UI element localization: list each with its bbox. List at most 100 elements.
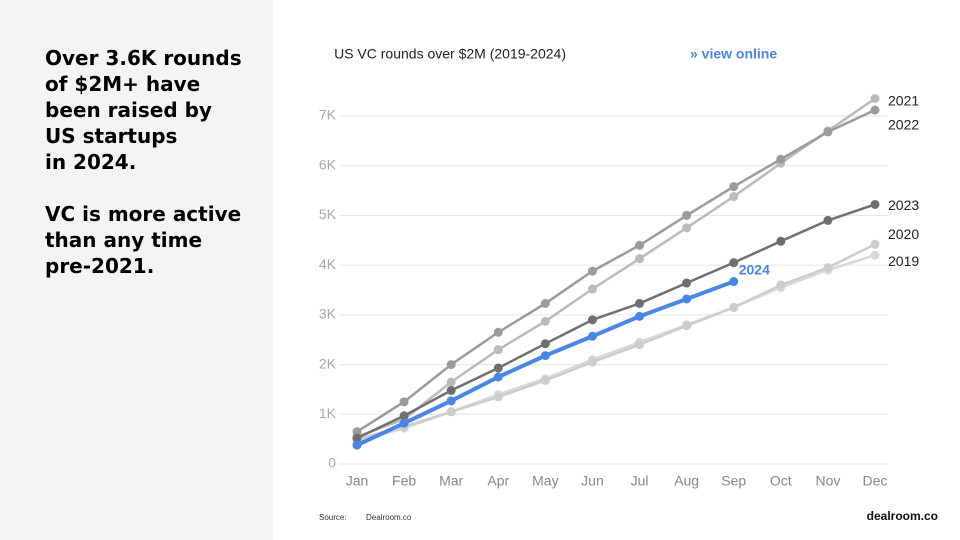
data-point	[870, 105, 880, 115]
y-tick-label: 6K	[319, 156, 337, 172]
data-point	[352, 440, 362, 450]
x-tick-label: Apr	[487, 473, 509, 489]
source-label: Source:	[319, 513, 347, 522]
data-point	[493, 345, 503, 355]
data-point	[587, 284, 597, 294]
data-point	[635, 311, 645, 321]
x-tick-label: Aug	[674, 473, 699, 489]
data-point	[446, 407, 456, 417]
data-point	[729, 182, 739, 192]
headline: Over 3.6K rounds of $2M+ have been raised …	[45, 45, 242, 175]
x-tick-label: Mar	[439, 473, 463, 489]
data-point	[493, 363, 503, 373]
series-label: 2022	[888, 117, 919, 133]
data-point	[823, 127, 833, 137]
series-label: 2019	[888, 253, 919, 269]
text-line: been raised by	[45, 98, 212, 122]
data-point	[823, 263, 833, 273]
data-point	[729, 258, 739, 268]
data-point	[870, 94, 880, 104]
data-point	[776, 154, 786, 164]
series-label: 2020	[888, 226, 919, 242]
x-tick-label: Jan	[346, 473, 369, 489]
data-point	[635, 240, 645, 250]
data-point	[352, 427, 362, 437]
text-line: pre-2021.	[45, 254, 155, 278]
y-tick-label: 3K	[319, 306, 337, 322]
data-point	[729, 302, 739, 312]
chart-title: US VC rounds over $2M (2019-2024)	[334, 46, 566, 62]
data-point	[682, 278, 692, 288]
x-tick-label: May	[532, 473, 558, 489]
x-tick-label: Sep	[721, 473, 746, 489]
series-line	[356, 108, 876, 433]
data-point	[540, 339, 550, 349]
data-point	[823, 215, 833, 225]
subline: VC is more active than any time pre-2021.	[45, 201, 241, 279]
data-point	[587, 331, 597, 341]
series-line	[356, 243, 876, 441]
data-point	[446, 396, 456, 406]
data-point	[776, 236, 786, 246]
text-line: of $2M+ have	[45, 72, 201, 96]
data-point	[635, 254, 645, 264]
y-tick-label: 0	[328, 455, 336, 471]
data-point	[776, 280, 786, 290]
y-tick-label: 1K	[319, 405, 337, 421]
data-point	[540, 351, 550, 361]
series-label: 2021	[888, 92, 919, 108]
data-point	[540, 375, 550, 385]
data-point	[352, 433, 362, 443]
text-line: Over 3.6K rounds	[45, 46, 242, 70]
data-point	[587, 315, 597, 325]
data-point	[446, 360, 456, 370]
data-point	[870, 199, 880, 209]
x-tick-label: Jul	[631, 473, 649, 489]
data-point	[870, 250, 880, 260]
data-point	[682, 294, 692, 304]
data-point	[587, 357, 597, 367]
x-tick-label: Feb	[392, 473, 416, 489]
y-tick-label: 4K	[319, 256, 337, 272]
data-point	[682, 210, 692, 220]
text-line: VC is more active	[45, 202, 242, 226]
data-point	[870, 239, 880, 249]
x-tick-label: Nov	[815, 473, 840, 489]
data-point	[399, 411, 409, 421]
data-point	[635, 298, 645, 308]
data-point	[682, 321, 692, 331]
brand-logo: dealroom.co	[867, 509, 938, 523]
x-tick-label: Jun	[581, 473, 604, 489]
data-point	[493, 327, 503, 337]
data-point	[729, 277, 739, 287]
view-online-link[interactable]: » view online	[690, 46, 777, 62]
data-point	[493, 392, 503, 402]
y-tick-label: 2K	[319, 355, 337, 371]
series-line	[356, 97, 876, 438]
y-tick-label: 5K	[319, 206, 337, 222]
data-point	[399, 397, 409, 407]
data-point	[729, 192, 739, 202]
series-line	[356, 254, 876, 443]
x-tick-label: Oct	[770, 473, 792, 489]
text-line: in 2024.	[45, 150, 137, 174]
data-point	[635, 340, 645, 350]
data-point	[540, 298, 550, 308]
series-label: 2023	[888, 197, 919, 213]
data-point	[399, 418, 409, 428]
text-line: US startups	[45, 124, 178, 148]
side-panel: Over 3.6K rounds of $2M+ have been raised …	[0, 0, 273, 540]
series-line	[356, 203, 876, 440]
data-point	[446, 377, 456, 387]
y-tick-label: 7K	[319, 107, 337, 123]
series-label: 2024	[739, 261, 770, 277]
text-line: than any time	[45, 228, 203, 252]
data-point	[540, 316, 550, 326]
x-tick-label: Dec	[863, 473, 888, 489]
data-point	[682, 223, 692, 233]
source: Dealroom.co	[366, 513, 412, 522]
data-point	[587, 266, 597, 276]
data-point	[446, 385, 456, 395]
